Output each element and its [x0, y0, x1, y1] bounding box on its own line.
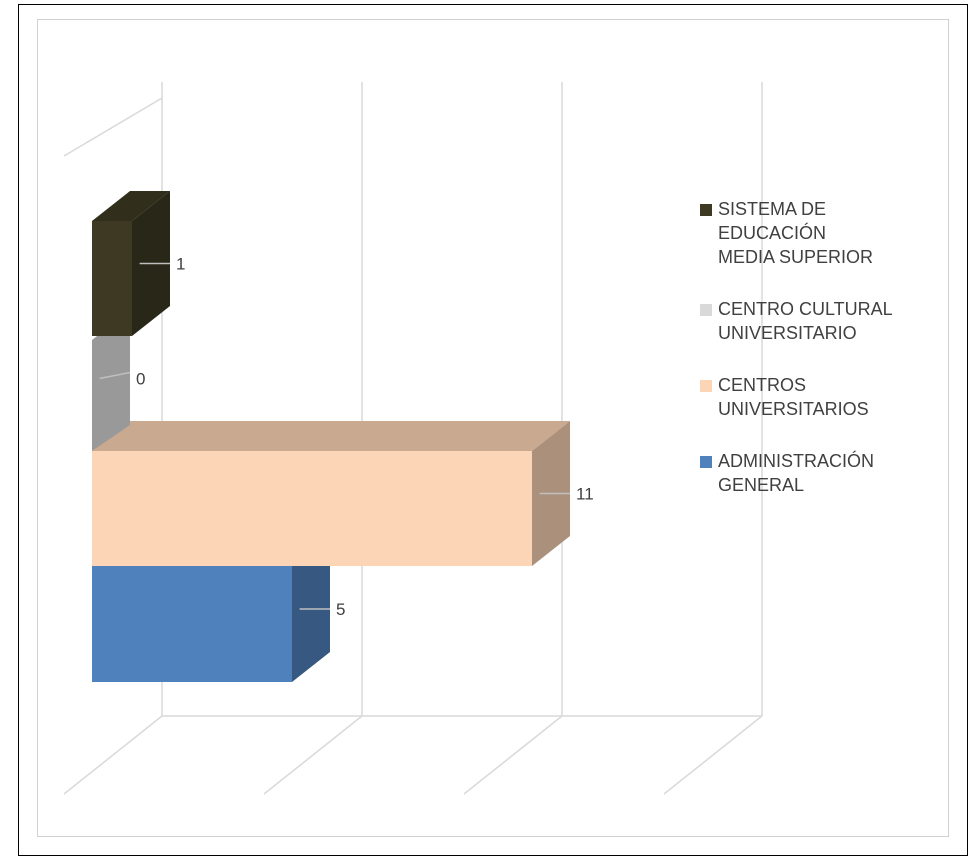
legend-swatch-sistema	[700, 204, 712, 216]
legend-label-sistema: SISTEMA DE EDUCACIÓN MEDIA SUPERIOR	[718, 199, 874, 267]
chart-area	[37, 19, 949, 837]
legend-item-centro-cultural: CENTRO CULTURAL UNIVERSITARIO	[700, 297, 940, 345]
data-label-2: 0	[136, 370, 145, 389]
bar-front-3	[92, 221, 132, 336]
legend-swatch-centro-cultural	[700, 304, 712, 316]
data-label-3: 1	[176, 255, 185, 274]
bar-top-1	[92, 421, 570, 451]
legend-item-centros-universitarios: CENTROS UNIVERSITARIOS	[700, 373, 940, 421]
floor-gridline	[663, 715, 763, 795]
chart-frame	[18, 4, 968, 856]
legend-label-centro-cultural: CENTRO CULTURAL UNIVERSITARIO	[718, 299, 893, 343]
side-wall-edge	[63, 97, 163, 157]
legend-swatch-centros-universitarios	[700, 380, 712, 392]
data-label-0: 5	[336, 600, 345, 619]
legend-swatch-administracion	[700, 456, 712, 468]
data-label-leader-2	[99, 371, 131, 380]
floor-gridline	[263, 715, 363, 795]
bar-side-2	[92, 310, 130, 451]
legend-item-sistema: SISTEMA DE EDUCACIÓN MEDIA SUPERIOR	[700, 197, 940, 269]
legend-item-administracion: ADMINISTRACIÓN GENERAL	[700, 449, 940, 497]
data-label-1: 11	[576, 485, 594, 504]
bar-front-1	[92, 451, 532, 566]
chart-legend: SISTEMA DE EDUCACIÓN MEDIA SUPERIOR CENT…	[700, 197, 940, 525]
floor-gridline	[463, 715, 563, 795]
legend-label-administracion: ADMINISTRACIÓN GENERAL	[718, 451, 875, 495]
bar-front-0	[92, 566, 292, 682]
legend-label-centros-universitarios: CENTROS UNIVERSITARIOS	[718, 375, 869, 419]
bar-top-3	[92, 191, 170, 221]
floor-gridline	[63, 715, 163, 795]
